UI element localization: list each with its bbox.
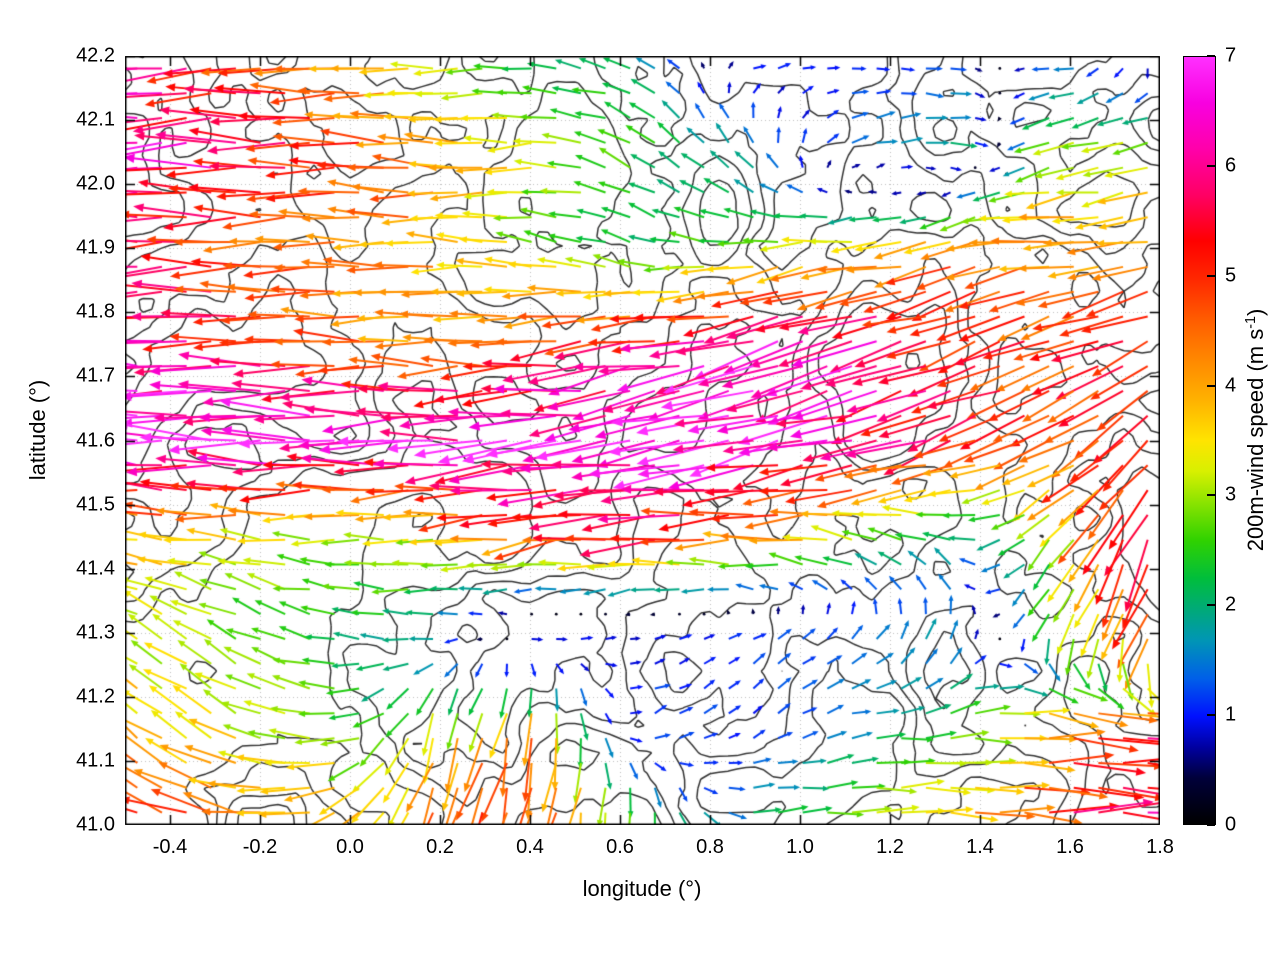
colorbar-tick-mark xyxy=(1207,55,1215,57)
y-tick-label: 41.9 xyxy=(76,236,115,259)
colorbar-label-superscript: -1 xyxy=(1242,316,1259,329)
x-tick-label: 0.6 xyxy=(606,836,634,858)
y-tick-label: 42.0 xyxy=(76,172,115,195)
y-tick-label: 41.4 xyxy=(76,557,115,580)
colorbar-tick-mark xyxy=(1207,274,1215,277)
x-tick-label: 0.0 xyxy=(336,836,364,858)
x-tick-label: 0.8 xyxy=(696,836,724,858)
colorbar-tick-label: 1 xyxy=(1225,703,1237,726)
y-tick-label: 41.6 xyxy=(76,429,115,451)
colorbar-label-close: ) xyxy=(1243,308,1269,317)
colorbar-gradient xyxy=(1183,56,1216,825)
x-tick-label: -0.2 xyxy=(242,836,278,858)
colorbar-tick-label: 2 xyxy=(1225,593,1237,616)
colorbar-tick-mark xyxy=(1207,824,1215,826)
colorbar-axis-label: 200m-wind speed (m s-1) xyxy=(1243,309,1269,552)
y-tick-label: 41.7 xyxy=(76,364,115,387)
y-tick-label: 41.2 xyxy=(76,685,115,708)
wind-vector-plot-canvas xyxy=(125,56,1160,825)
colorbar-tick-mark xyxy=(1207,714,1215,717)
y-tick-label: 41.3 xyxy=(76,621,115,644)
colorbar-tick-label: 0 xyxy=(1225,813,1237,836)
x-tick-label: 1.8 xyxy=(1146,836,1174,858)
colorbar-tick-mark xyxy=(1207,384,1215,387)
x-tick-label: 1.2 xyxy=(876,836,904,858)
colorbar-label-text: 200m-wind speed (m s xyxy=(1243,328,1269,552)
colorbar-tick-mark xyxy=(1207,164,1215,167)
x-tick-label: -0.4 xyxy=(152,836,188,858)
x-axis-label: longitude (°) xyxy=(582,876,702,901)
colorbar-tick-mark xyxy=(1207,494,1215,497)
x-tick-label: 1.4 xyxy=(966,836,994,858)
x-tick-label: 1.0 xyxy=(786,836,814,858)
x-tick-label: 0.2 xyxy=(426,836,454,858)
y-tick-label: 42.2 xyxy=(76,44,115,67)
y-tick-label: 41.0 xyxy=(76,813,115,836)
y-tick-label: 41.8 xyxy=(76,300,115,323)
colorbar-tick-mark xyxy=(1207,604,1215,607)
y-tick-label: 41.5 xyxy=(76,493,115,516)
colorbar-tick-label: 6 xyxy=(1225,154,1237,177)
y-tick-label: 41.1 xyxy=(76,749,115,772)
colorbar-tick-label: 3 xyxy=(1225,483,1237,506)
y-tick-label: 42.1 xyxy=(76,108,115,131)
x-tick-label: 0.4 xyxy=(516,836,544,858)
x-tick-label: 1.6 xyxy=(1056,836,1084,858)
colorbar-tick-label: 7 xyxy=(1225,44,1237,67)
colorbar-tick-label: 5 xyxy=(1225,264,1237,287)
colorbar-tick-label: 4 xyxy=(1225,374,1237,397)
